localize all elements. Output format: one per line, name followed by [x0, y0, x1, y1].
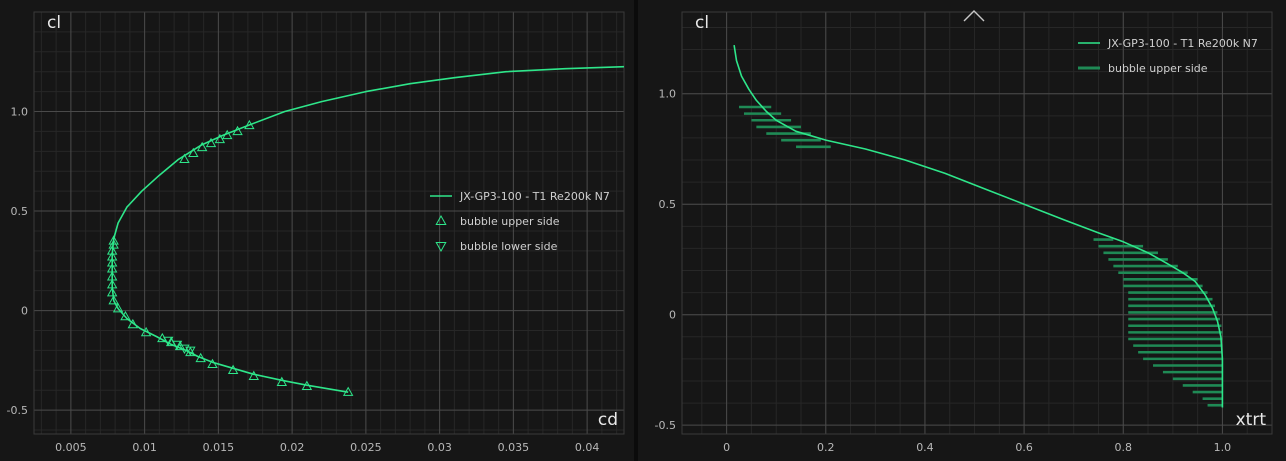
bubble-marker — [112, 302, 124, 313]
x-tick-label: 0.04 — [575, 441, 600, 454]
bubble-marker — [195, 352, 206, 363]
y-tick-label: 0.5 — [11, 205, 29, 218]
bubble-marker — [127, 318, 139, 329]
legend-marker-swatch — [435, 214, 447, 225]
y-axis-title: cl — [47, 13, 61, 33]
bubble-marker — [232, 125, 243, 136]
x-tick-label: 0 — [723, 441, 730, 454]
y-tick-label: 0 — [669, 309, 676, 322]
bubble-marker — [185, 346, 196, 357]
bubble-marker — [276, 376, 288, 386]
legend-label: bubble upper side — [460, 215, 560, 228]
x-axis-title: cd — [598, 410, 618, 430]
polar-cd-cl-panel: 0.005 0.01 0.015 0.02 0.025 0.03 0.035 0.04 -0.5… — [0, 0, 634, 461]
plot-frame — [33, 11, 625, 435]
bubble-marker — [342, 386, 354, 396]
bubble-marker — [106, 287, 118, 297]
x-tick-label: 0.025 — [350, 441, 382, 454]
legend-label: bubble upper side — [1108, 62, 1208, 75]
polar-xtr-cl-panel: 0 0.2 0.4 0.6 0.8 1.0 -0.5 0 0.5 1.0 cl xtrt JX-GP3-… — [638, 0, 1286, 461]
plot-area — [733, 44, 1224, 408]
bubble-marker — [140, 326, 152, 337]
cl-cd-chart: 0.005 0.01 0.015 0.02 0.025 0.03 0.035 0.04 -0.5… — [7, 11, 625, 454]
bubble-lower-markers — [163, 336, 196, 357]
bubble-marker — [179, 153, 190, 164]
x-tick-label: 0.02 — [280, 441, 305, 454]
legend: JX-GP3-100 - T1 Re200k N7 bubble upper si… — [1078, 37, 1258, 75]
bubble-marker — [174, 340, 186, 351]
bubble-marker — [205, 137, 217, 148]
legend-marker-swatch — [435, 242, 447, 253]
x-tick-label: 0.2 — [817, 441, 835, 454]
y-tick-label: 0 — [21, 305, 28, 318]
bubble-marker — [171, 340, 183, 351]
bubble-marker — [301, 380, 313, 390]
bubble-marker — [248, 370, 259, 380]
x-tick-label: 0.01 — [132, 441, 157, 454]
panel-splitter[interactable] — [634, 0, 638, 461]
x-tick-label: 0.6 — [1015, 441, 1033, 454]
bubble-marker — [196, 141, 208, 152]
y-tick-label: 1.0 — [659, 88, 677, 101]
chevron-up-icon[interactable] — [963, 10, 985, 22]
major-grid — [682, 12, 1272, 434]
y-tick-label: 0.5 — [659, 198, 677, 211]
cl-xtrt-chart: 0 0.2 0.4 0.6 0.8 1.0 -0.5 0 0.5 1.0 cl xtrt JX-GP3-… — [655, 10, 1273, 454]
legend-label: JX-GP3-100 - T1 Re200k N7 — [1107, 37, 1258, 50]
y-axis-title: cl — [695, 13, 709, 33]
bubble-marker — [222, 129, 233, 140]
bubble-marker — [214, 133, 226, 144]
bubble-marker — [207, 358, 218, 369]
bubble-marker — [106, 251, 118, 261]
x-tick-label: 1.0 — [1214, 441, 1232, 454]
x-tick-label: 0.005 — [55, 441, 87, 454]
minor-grid — [682, 12, 1272, 434]
y-tick-label: 1.0 — [11, 106, 29, 119]
x-tick-label: 0.03 — [427, 441, 452, 454]
bubble-marker — [106, 245, 118, 255]
x-tick-label: 0.015 — [203, 441, 235, 454]
bubble-marker — [108, 235, 119, 245]
x-tick-label: 0.8 — [1115, 441, 1133, 454]
bubble-marker — [188, 147, 199, 158]
x-tick-label: 0.035 — [498, 441, 530, 454]
x-axis-title: xtrt — [1236, 410, 1267, 430]
y-tick-label: -0.5 — [655, 419, 676, 432]
bubble-marker — [163, 336, 174, 347]
legend-label: bubble lower side — [460, 240, 558, 253]
bubble-marker — [106, 257, 118, 267]
x-tick-label: 0.4 — [916, 441, 934, 454]
legend: JX-GP3-100 - T1 Re200k N7 bubble upper si… — [430, 190, 610, 253]
plot-area — [106, 65, 624, 396]
bubble-marker — [106, 279, 118, 289]
bubble-marker — [244, 119, 255, 130]
bubble-marker — [108, 295, 119, 305]
legend-label: JX-GP3-100 - T1 Re200k N7 — [459, 190, 610, 203]
bubble-marker — [106, 271, 118, 281]
y-tick-label: -0.5 — [7, 404, 28, 417]
bubble-marker — [120, 310, 131, 321]
bubble-bars — [739, 105, 1223, 407]
plot-frame — [681, 11, 1273, 435]
bubble-marker — [106, 263, 118, 273]
polar-line — [733, 44, 1224, 408]
bubble-marker — [227, 364, 239, 375]
